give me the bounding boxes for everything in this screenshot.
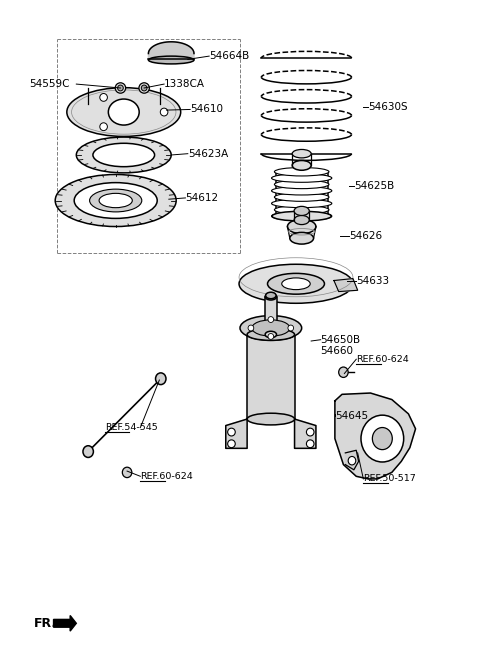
- Ellipse shape: [265, 293, 276, 300]
- Text: 54645: 54645: [335, 411, 368, 420]
- Text: 54630S: 54630S: [368, 102, 408, 112]
- Ellipse shape: [290, 232, 313, 244]
- Ellipse shape: [252, 320, 290, 336]
- Ellipse shape: [361, 415, 404, 462]
- Bar: [265, 297, 276, 335]
- Ellipse shape: [265, 292, 276, 298]
- Ellipse shape: [292, 150, 311, 158]
- Ellipse shape: [272, 212, 332, 220]
- Ellipse shape: [240, 316, 301, 340]
- Text: FR.: FR.: [34, 617, 57, 630]
- Ellipse shape: [93, 143, 155, 167]
- Text: 1338CA: 1338CA: [164, 79, 205, 89]
- Ellipse shape: [247, 413, 295, 425]
- Ellipse shape: [292, 161, 311, 171]
- Ellipse shape: [294, 207, 309, 215]
- Ellipse shape: [268, 317, 274, 323]
- Text: 54664B: 54664B: [209, 51, 250, 61]
- Ellipse shape: [275, 167, 329, 176]
- Text: REF.60-624: REF.60-624: [140, 472, 193, 481]
- Text: 54610: 54610: [190, 104, 223, 114]
- Ellipse shape: [288, 219, 316, 234]
- Ellipse shape: [272, 174, 332, 182]
- Ellipse shape: [76, 137, 171, 173]
- Text: 54650B: 54650B: [321, 335, 361, 344]
- Ellipse shape: [372, 428, 392, 449]
- Text: 54559C: 54559C: [29, 79, 70, 89]
- Ellipse shape: [265, 331, 276, 338]
- Ellipse shape: [275, 205, 329, 214]
- Ellipse shape: [275, 193, 329, 201]
- Ellipse shape: [288, 325, 294, 331]
- Ellipse shape: [160, 108, 168, 116]
- Ellipse shape: [294, 215, 309, 224]
- Text: 54633: 54633: [356, 276, 389, 286]
- Ellipse shape: [272, 199, 332, 208]
- Ellipse shape: [156, 373, 166, 384]
- Text: REF.54-545: REF.54-545: [105, 423, 157, 432]
- Ellipse shape: [118, 85, 123, 91]
- Ellipse shape: [141, 85, 147, 91]
- Text: 54625B: 54625B: [354, 181, 394, 191]
- Ellipse shape: [55, 174, 176, 226]
- Bar: [247, 335, 295, 419]
- Ellipse shape: [148, 56, 194, 64]
- Ellipse shape: [115, 83, 126, 93]
- Ellipse shape: [100, 94, 108, 101]
- Text: REF.60-624: REF.60-624: [356, 355, 409, 363]
- Ellipse shape: [122, 467, 132, 478]
- Ellipse shape: [306, 428, 314, 436]
- Ellipse shape: [108, 99, 139, 125]
- Ellipse shape: [272, 186, 332, 195]
- Ellipse shape: [74, 182, 157, 218]
- Polygon shape: [148, 42, 194, 59]
- Ellipse shape: [239, 264, 353, 303]
- Polygon shape: [295, 419, 316, 448]
- Ellipse shape: [275, 180, 329, 189]
- Text: 54626: 54626: [349, 231, 382, 241]
- Polygon shape: [335, 393, 416, 479]
- Text: 54660: 54660: [321, 346, 354, 356]
- Ellipse shape: [306, 440, 314, 447]
- Polygon shape: [54, 615, 76, 631]
- Polygon shape: [334, 279, 358, 291]
- Text: 54623A: 54623A: [188, 149, 228, 159]
- Ellipse shape: [339, 367, 348, 377]
- Text: 54612: 54612: [185, 193, 218, 203]
- Ellipse shape: [268, 333, 274, 339]
- Ellipse shape: [67, 88, 180, 136]
- Text: REF.50-517: REF.50-517: [363, 474, 416, 483]
- Ellipse shape: [90, 189, 142, 212]
- Ellipse shape: [100, 123, 108, 131]
- Ellipse shape: [228, 440, 235, 447]
- Ellipse shape: [83, 445, 94, 457]
- Ellipse shape: [272, 211, 331, 221]
- Polygon shape: [345, 450, 359, 470]
- Ellipse shape: [348, 457, 356, 465]
- Ellipse shape: [99, 194, 132, 208]
- Polygon shape: [226, 419, 247, 448]
- Ellipse shape: [248, 325, 254, 331]
- Ellipse shape: [139, 83, 149, 93]
- Ellipse shape: [247, 329, 295, 340]
- Ellipse shape: [228, 428, 235, 436]
- Ellipse shape: [267, 274, 324, 294]
- Ellipse shape: [282, 278, 310, 289]
